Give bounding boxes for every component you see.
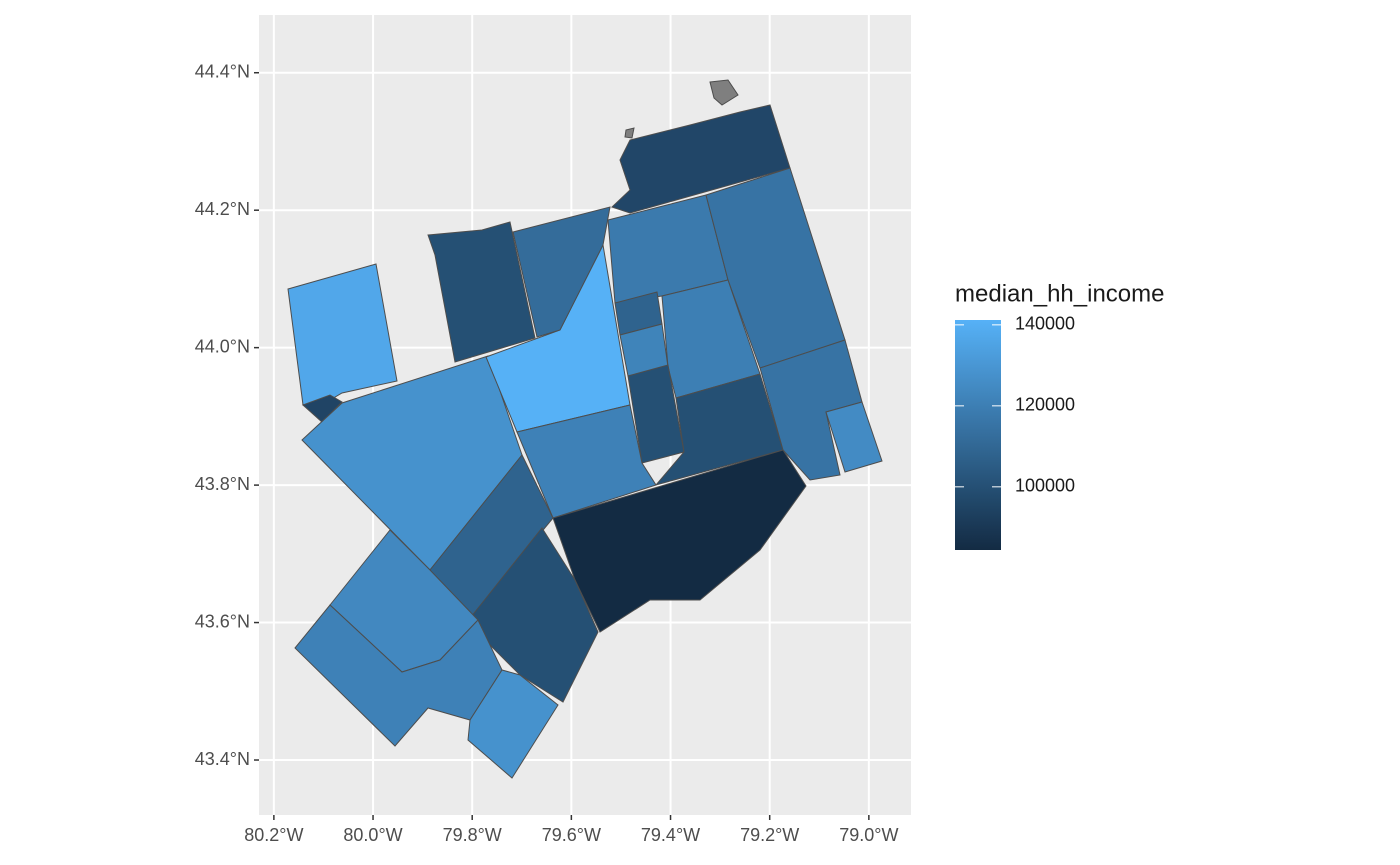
region (759, 339, 863, 481)
region (552, 449, 807, 633)
island (709, 79, 739, 106)
x-tick-label: 79.2°W (740, 825, 799, 845)
y-tick-label: 43.4°N (195, 749, 250, 769)
x-tick-label: 79.8°W (443, 825, 502, 845)
legend-label: 100000 (1015, 476, 1075, 496)
y-tick-label: 44.4°N (195, 61, 250, 81)
legend-label: 140000 (1015, 314, 1075, 334)
y-tick-label: 44.0°N (195, 336, 250, 356)
region (825, 401, 883, 473)
x-tick-label: 79.4°W (641, 825, 700, 845)
region (302, 394, 343, 423)
x-tick-label: 79.6°W (542, 825, 601, 845)
y-tick-label: 44.2°N (195, 199, 250, 219)
x-tick-label: 79.0°W (839, 825, 898, 845)
y-tick-label: 43.6°N (195, 611, 250, 631)
region (485, 243, 631, 433)
region (294, 604, 503, 747)
region (611, 104, 791, 214)
y-tick-label: 43.8°N (195, 474, 250, 494)
region (467, 669, 559, 779)
region (516, 404, 657, 519)
region (654, 373, 784, 486)
region (427, 221, 536, 363)
legend-title: median_hh_income (955, 280, 1164, 307)
legend-label: 120000 (1015, 395, 1075, 415)
colorbar (955, 320, 1001, 550)
x-tick-label: 80.0°W (343, 825, 402, 845)
region (512, 206, 611, 338)
island (624, 127, 635, 139)
x-tick-label: 80.2°W (244, 825, 303, 845)
